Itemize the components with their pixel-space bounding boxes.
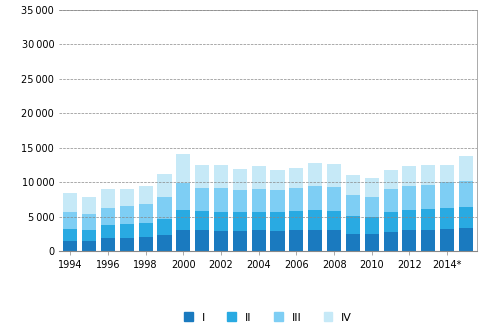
Bar: [214, 231, 228, 251]
Bar: [233, 231, 247, 251]
Bar: [176, 184, 190, 210]
Bar: [327, 187, 341, 211]
Bar: [327, 230, 341, 251]
Bar: [459, 181, 473, 207]
Bar: [327, 164, 341, 187]
Bar: [308, 163, 322, 186]
Bar: [346, 174, 360, 195]
Bar: [251, 166, 266, 189]
Bar: [402, 230, 417, 251]
Bar: [251, 230, 266, 251]
Bar: [365, 178, 379, 197]
Bar: [421, 209, 435, 230]
Bar: [346, 195, 360, 216]
Bar: [308, 230, 322, 251]
Bar: [195, 187, 209, 211]
Bar: [271, 170, 285, 190]
Bar: [157, 197, 172, 219]
Bar: [459, 156, 473, 181]
Bar: [214, 165, 228, 187]
Bar: [82, 197, 96, 214]
Bar: [365, 197, 379, 216]
Legend: I, II, III, IV: I, II, III, IV: [184, 312, 352, 323]
Bar: [63, 193, 77, 212]
Bar: [271, 213, 285, 231]
Bar: [139, 186, 153, 204]
Bar: [459, 207, 473, 228]
Bar: [308, 186, 322, 210]
Bar: [82, 241, 96, 251]
Bar: [82, 230, 96, 241]
Bar: [421, 185, 435, 209]
Bar: [421, 165, 435, 185]
Bar: [402, 185, 417, 210]
Bar: [63, 241, 77, 251]
Bar: [384, 213, 398, 232]
Bar: [421, 230, 435, 251]
Bar: [289, 168, 304, 188]
Bar: [101, 208, 115, 225]
Bar: [120, 224, 134, 238]
Bar: [101, 238, 115, 251]
Bar: [459, 228, 473, 251]
Bar: [101, 225, 115, 238]
Bar: [384, 189, 398, 213]
Bar: [101, 189, 115, 208]
Bar: [233, 190, 247, 213]
Bar: [176, 230, 190, 251]
Bar: [120, 205, 134, 224]
Bar: [195, 165, 209, 187]
Bar: [289, 188, 304, 211]
Bar: [440, 182, 454, 208]
Bar: [63, 212, 77, 229]
Bar: [139, 204, 153, 223]
Bar: [440, 229, 454, 251]
Bar: [251, 213, 266, 230]
Bar: [346, 234, 360, 251]
Bar: [402, 210, 417, 230]
Bar: [157, 235, 172, 251]
Bar: [82, 214, 96, 230]
Bar: [308, 210, 322, 230]
Bar: [289, 211, 304, 230]
Bar: [214, 187, 228, 213]
Bar: [251, 189, 266, 213]
Bar: [63, 229, 77, 241]
Bar: [139, 237, 153, 251]
Bar: [233, 213, 247, 231]
Bar: [289, 230, 304, 251]
Bar: [384, 170, 398, 189]
Bar: [233, 169, 247, 190]
Bar: [120, 189, 134, 205]
Bar: [440, 165, 454, 182]
Bar: [139, 223, 153, 237]
Bar: [176, 154, 190, 184]
Bar: [384, 232, 398, 251]
Bar: [176, 210, 190, 230]
Bar: [327, 211, 341, 230]
Bar: [402, 166, 417, 185]
Bar: [365, 234, 379, 251]
Bar: [195, 211, 209, 230]
Bar: [346, 216, 360, 234]
Bar: [271, 190, 285, 213]
Bar: [271, 231, 285, 251]
Bar: [365, 216, 379, 234]
Bar: [157, 219, 172, 235]
Bar: [157, 174, 172, 197]
Bar: [440, 208, 454, 229]
Bar: [195, 230, 209, 251]
Bar: [214, 213, 228, 231]
Bar: [120, 238, 134, 251]
